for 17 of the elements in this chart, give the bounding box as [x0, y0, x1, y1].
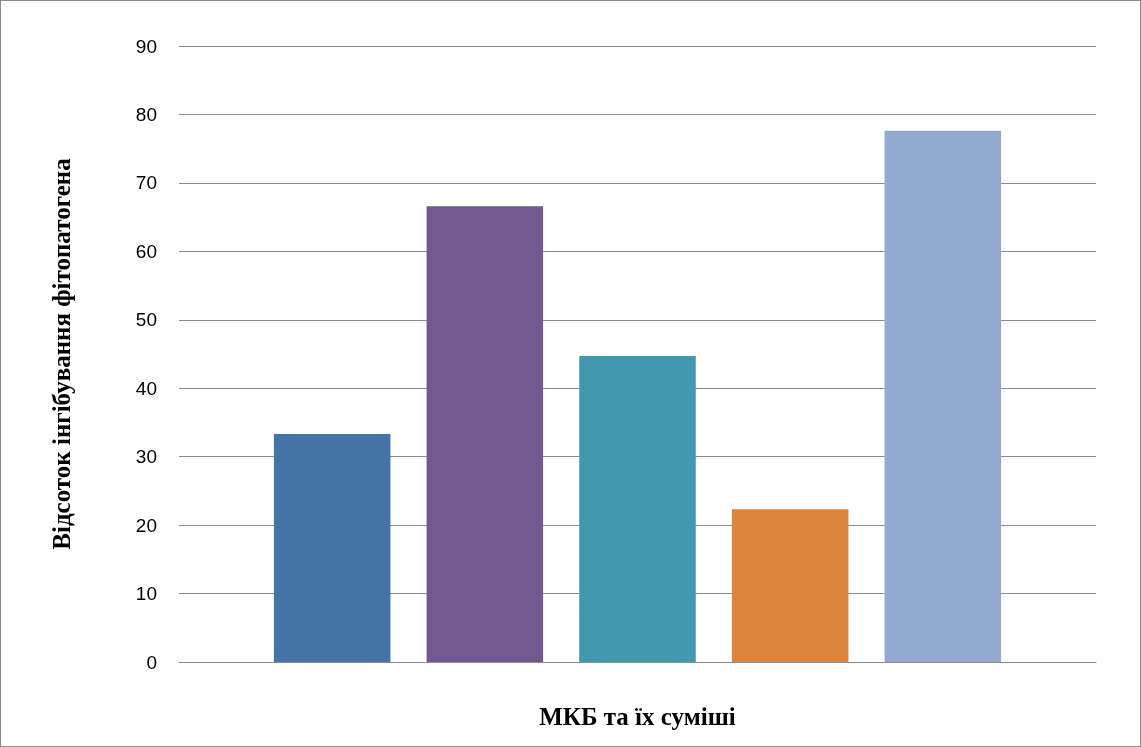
- bar: [426, 206, 544, 662]
- y-tick-label: 70: [135, 172, 157, 194]
- y-tick-label: 0: [146, 651, 157, 673]
- y-tick-label: 90: [135, 35, 157, 57]
- x-axis-title: МКБ та їх суміші: [539, 703, 736, 730]
- bar: [273, 434, 391, 662]
- y-axis-title: Відсоток інгібування фітопатогена: [48, 157, 75, 550]
- y-tick-label: 30: [135, 446, 157, 468]
- bar: [884, 130, 1002, 662]
- y-tick-label: 10: [135, 583, 157, 605]
- y-tick-label: 60: [135, 240, 157, 262]
- y-tick-label: 80: [135, 103, 157, 125]
- y-tick-label: 20: [135, 514, 157, 536]
- bar: [579, 356, 696, 662]
- bar: [731, 509, 849, 662]
- y-tick-label: 50: [135, 309, 157, 331]
- y-tick-label: 40: [135, 377, 157, 399]
